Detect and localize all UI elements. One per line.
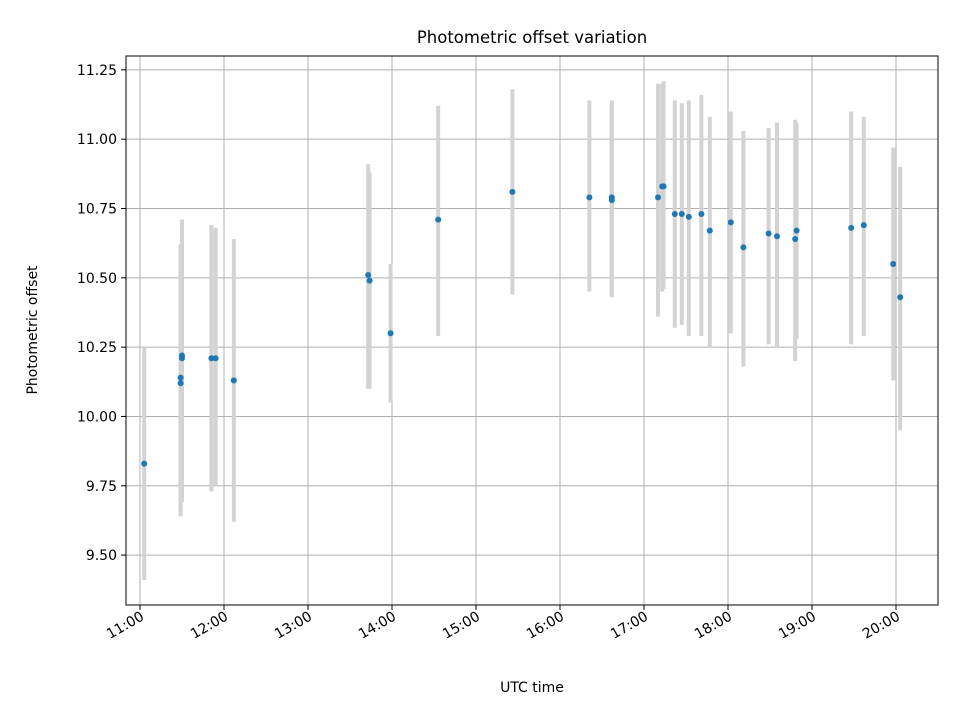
y-axis-label: Photometric offset: [25, 265, 41, 395]
y-axis: 9.50 9.75 10.00 10.25 10.50 10.75 11.00 11.25: [77, 63, 126, 564]
data-points: [141, 183, 904, 467]
chart-title: Photometric offset variation: [417, 28, 647, 47]
data-point: [177, 380, 184, 387]
data-point: [387, 330, 394, 337]
data-point: [660, 183, 667, 190]
data-point: [586, 194, 593, 201]
y-tick-label: 11.00: [77, 132, 117, 148]
data-point: [655, 194, 661, 201]
data-point: [177, 374, 184, 381]
data-point: [365, 272, 372, 279]
data-point: [179, 355, 185, 362]
y-tick-label: 9.75: [86, 479, 117, 495]
data-point: [793, 227, 800, 234]
data-point: [727, 219, 734, 226]
y-tick-label: 10.75: [77, 202, 117, 218]
y-tick-label: 10.50: [77, 271, 117, 287]
data-point: [366, 277, 373, 284]
data-point: [608, 197, 615, 204]
data-point: [678, 211, 685, 218]
x-axis-label: UTC time: [500, 680, 564, 696]
data-point: [897, 294, 904, 301]
data-point: [765, 230, 772, 237]
data-point: [774, 233, 780, 240]
data-point: [685, 213, 692, 220]
y-tick-label: 10.00: [77, 409, 117, 425]
data-point: [792, 236, 799, 242]
y-tick-label: 9.50: [86, 548, 117, 564]
grid: [126, 56, 938, 605]
data-point: [890, 260, 897, 267]
data-point: [848, 224, 855, 231]
data-point: [698, 211, 705, 218]
y-tick-label: 11.25: [77, 63, 117, 79]
data-point: [671, 211, 678, 218]
data-point: [230, 377, 237, 384]
data-point: [706, 227, 713, 234]
data-point: [509, 188, 516, 195]
data-point: [740, 244, 747, 251]
data-point: [141, 460, 148, 467]
data-point: [208, 355, 215, 362]
plot-frame: [125, 55, 939, 606]
y-tick-label: 10.25: [77, 340, 117, 356]
data-point: [860, 222, 867, 229]
data-point: [212, 355, 219, 362]
data-point: [435, 216, 442, 223]
